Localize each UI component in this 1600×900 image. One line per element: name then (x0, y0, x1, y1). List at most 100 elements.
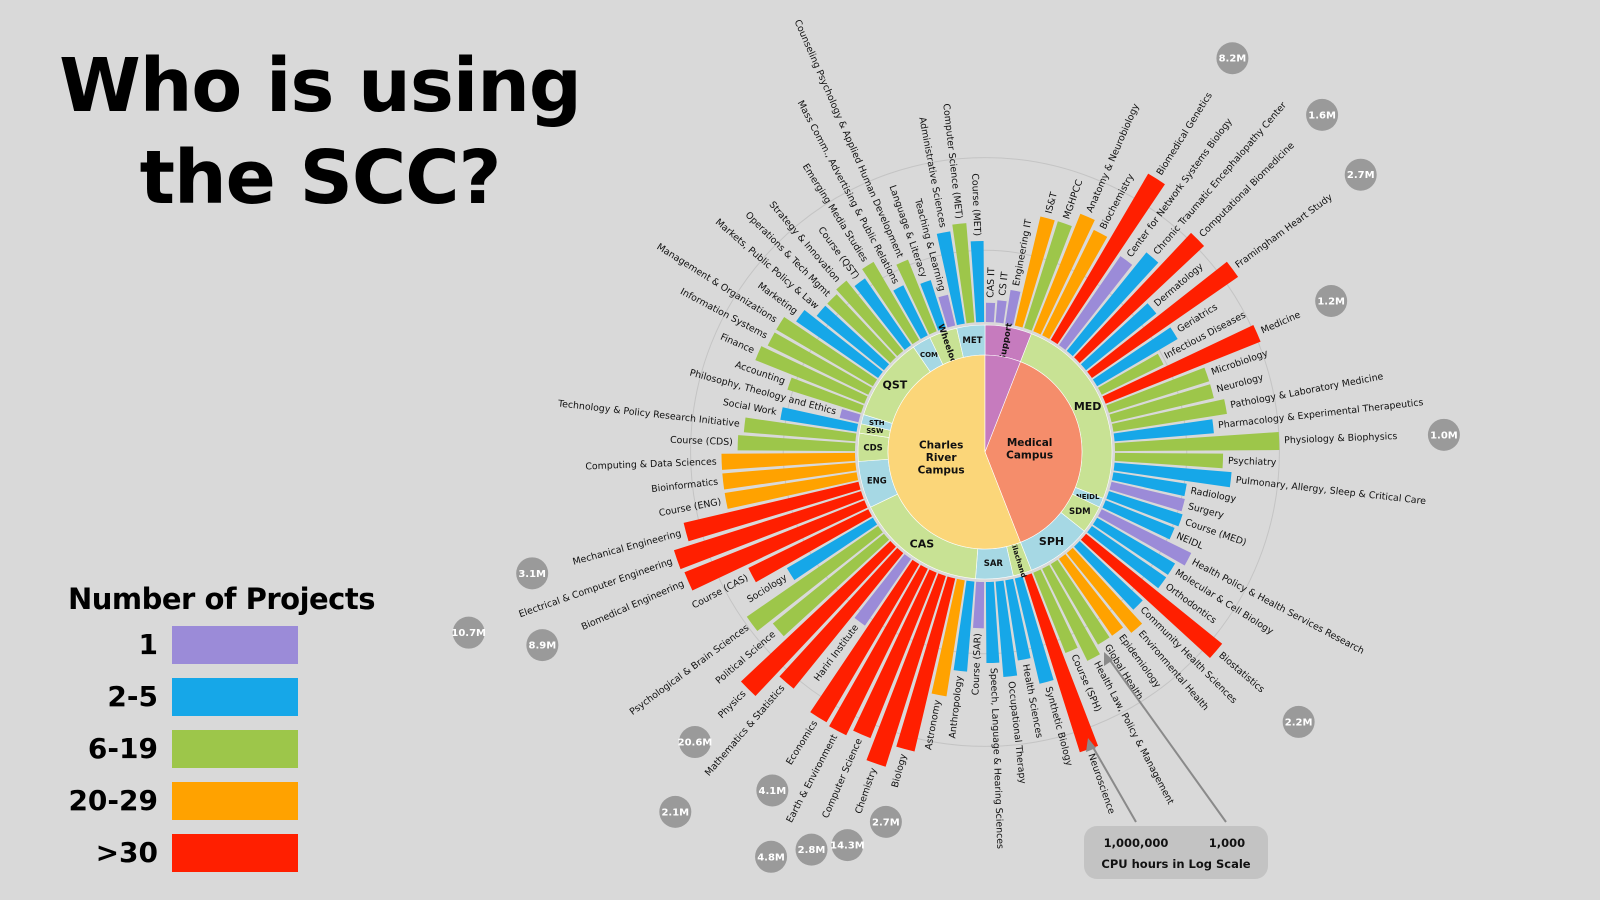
bar-label: MGHPCC (1061, 178, 1085, 221)
bar-microbiology (1106, 367, 1210, 413)
legend-label: 2-5 (107, 680, 158, 713)
badge-label: 2.7M (872, 817, 900, 828)
legend-item-1: 1 (68, 626, 398, 678)
bar-biostatistics (1080, 533, 1223, 658)
campus-label-line: River (926, 452, 958, 464)
bar-mathematics-statistics (779, 547, 904, 689)
bar-community-health-sciences (1074, 541, 1143, 610)
group-label: CDS (863, 443, 882, 453)
bar-label: Course (SAR) (970, 633, 983, 695)
bar-course-sar (973, 581, 985, 629)
scale-note: 1,000,000 1,000 CPU hours in Log Scale (1084, 652, 1268, 879)
bar-infectious-diseases (1098, 353, 1164, 395)
campus-support (984, 354, 1021, 453)
bar-hariri-institute (854, 554, 912, 626)
badge-mechanical-engineering (516, 557, 549, 590)
bar-biomedical-engineering (684, 500, 868, 591)
page-title: Who is using the SCC? (40, 40, 600, 224)
bar-biochemistry (1042, 229, 1108, 339)
legend-swatch (172, 678, 298, 716)
bar-label: Occupational Therapy (1005, 681, 1028, 785)
group-label: ENG (867, 476, 887, 486)
legend-label: 20-29 (68, 784, 158, 817)
bar-pharmacology-experimental-therapeutics (1113, 419, 1214, 442)
group-label: NEIDL (1076, 493, 1100, 501)
bar-label: Finance (719, 332, 756, 357)
bar-course-sph (1033, 569, 1078, 654)
bar-anatomy-neurobiology (1033, 213, 1095, 335)
bar-pulmonary-allergy-sleep-critical-care (1113, 462, 1232, 488)
badge-physics (678, 726, 711, 759)
scale-caption: CPU hours in Log Scale (1101, 857, 1250, 871)
bar-anthropology (953, 580, 975, 672)
bar-biology (896, 576, 956, 752)
bar-course-eng (724, 472, 859, 509)
bar-mass-comm-advertising-public-relations (893, 285, 928, 339)
badge-label: 2.7M (1347, 170, 1375, 181)
campus-label-line: Charles (919, 439, 963, 451)
bar-course-cas (748, 509, 872, 583)
campus-label-line: Campus (918, 464, 965, 476)
scale-arrowhead-large (1086, 738, 1096, 752)
legend-swatch (172, 730, 298, 768)
badge-label: 2.2M (1285, 717, 1313, 728)
bar-engineering-it (1005, 289, 1021, 326)
bar-psychiatry (1114, 452, 1224, 469)
bar-label: Course (CDS) (670, 435, 733, 448)
campus-pie: Medical Campus Charles River Campus (887, 354, 1083, 550)
bar-health-policy-health-services-research (1098, 509, 1192, 566)
badge-label: 1.0M (1430, 430, 1458, 441)
group-label: MED (1074, 400, 1102, 413)
bar-psychological-brain-sciences (746, 525, 883, 632)
scale-tick-small: 1,000 (1209, 836, 1245, 850)
bar-pathology-laboratory-medicine (1111, 399, 1227, 432)
bar-environmental-health (1066, 547, 1143, 633)
bar-strategy-innovation (836, 280, 904, 357)
badge-biology (869, 805, 902, 838)
bar-computing-data-sciences (721, 452, 856, 470)
bar-computational-biomedicine (1074, 232, 1205, 363)
bar-information-systems (767, 332, 872, 395)
badge-label: 3.1M (518, 569, 546, 580)
bar-label: Speech, Language & Hearing Sciences (988, 668, 1006, 850)
badge-label: 14.3M (830, 841, 865, 852)
bar-neurology (1109, 384, 1214, 423)
group-label: QST (882, 378, 907, 391)
bar-computer-science (853, 569, 937, 739)
bars (673, 173, 1280, 767)
bar-earth-environment (829, 565, 928, 736)
badge-biomedical-engineering (526, 629, 559, 662)
bar-label: Biomedical Genetics (1155, 90, 1215, 177)
bar-label: Bioinformatics (651, 477, 719, 495)
group-label: COM (920, 351, 938, 359)
group-label: CAS (910, 538, 935, 551)
badge-label: 4.1M (758, 786, 786, 797)
bar-course-cds (737, 435, 856, 452)
bar-label: Neurology (1215, 372, 1265, 395)
bar-language-literacy (920, 280, 946, 331)
badge-framingham-heart-study (1344, 158, 1377, 191)
campus-label: Medical Campus (1006, 437, 1053, 462)
badge-electrical-computer-engineering (452, 616, 485, 649)
bar-social-work (780, 407, 859, 432)
title-line-1: Who is using (59, 43, 582, 129)
bar-sociology (786, 517, 878, 581)
bar-course-qst (854, 278, 912, 350)
bar-marketing (796, 310, 883, 379)
badge-computer-science (795, 833, 828, 866)
bar-label: Pulmonary, Allergy, Sleep & Critical Car… (1235, 475, 1427, 507)
bar-orthodontics (1087, 525, 1167, 589)
bar-label: IS&T (1044, 191, 1060, 215)
badge-biomedical-genetics (1216, 42, 1249, 75)
bar-physics (740, 541, 896, 697)
bar-economics (810, 559, 920, 723)
campus-medical-campus (984, 361, 1083, 543)
bar-course-med (1106, 491, 1183, 527)
group-label: SSW (866, 427, 884, 435)
bar-cs-it (995, 300, 1007, 324)
bar-label: Psychiatry (1228, 456, 1277, 469)
group-label: SPH (1039, 535, 1064, 548)
bar-biomedical-genetics (1050, 173, 1165, 345)
campus-charles-river-campus (887, 354, 1021, 550)
